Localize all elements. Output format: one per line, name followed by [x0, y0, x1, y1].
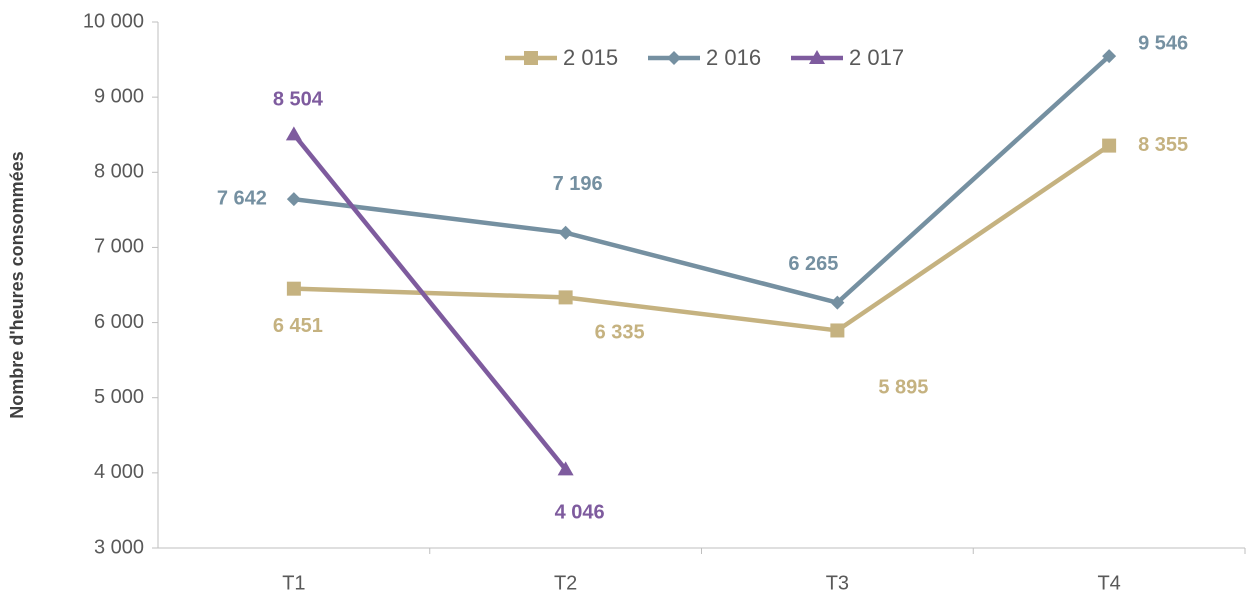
value-label: 5 895 — [878, 377, 928, 399]
legend-label: 2 015 — [563, 45, 618, 70]
y-tick-label: 3 000 — [94, 536, 144, 558]
point-marker — [830, 295, 845, 310]
value-label: 8 504 — [273, 89, 324, 111]
legend-marker — [524, 51, 538, 65]
point-marker — [558, 225, 573, 240]
x-tick-label: T2 — [554, 572, 577, 594]
legend-marker — [809, 50, 825, 64]
point-marker — [557, 461, 574, 476]
y-tick-label: 5 000 — [94, 386, 144, 408]
y-tick-label: 4 000 — [94, 461, 144, 483]
series-line — [293, 54, 1111, 306]
y-tick-label: 9 000 — [94, 85, 144, 107]
point-marker — [286, 192, 301, 207]
value-label: 7 196 — [553, 173, 603, 195]
series-line — [293, 143, 1111, 333]
point-marker — [1102, 138, 1117, 153]
value-label: 4 046 — [555, 502, 605, 524]
legend-label: 2 016 — [706, 45, 761, 70]
value-label: 7 642 — [217, 187, 267, 209]
value-label: 6 265 — [788, 253, 838, 275]
x-tick-label: T3 — [826, 572, 849, 594]
point-marker — [1102, 49, 1117, 64]
point-marker — [830, 323, 845, 338]
point-marker — [286, 281, 301, 296]
value-label: 6 335 — [595, 322, 645, 344]
y-tick-label: 6 000 — [94, 311, 144, 333]
point-marker — [285, 126, 302, 141]
y-tick-label: 7 000 — [94, 236, 144, 258]
legend-label: 2 017 — [849, 45, 904, 70]
value-label: 6 451 — [273, 315, 323, 337]
point-marker — [558, 290, 573, 305]
value-label: 9 546 — [1138, 32, 1188, 54]
x-tick-label: T1 — [282, 572, 305, 594]
legend-marker — [667, 51, 681, 65]
y-tick-label: 10 000 — [83, 10, 144, 32]
y-tick-label: 8 000 — [94, 161, 144, 183]
value-label: 8 355 — [1138, 134, 1188, 156]
series-line — [292, 132, 568, 471]
y-axis-label: Nombre d'heures consommées — [7, 151, 27, 418]
x-tick-label: T4 — [1097, 572, 1120, 594]
